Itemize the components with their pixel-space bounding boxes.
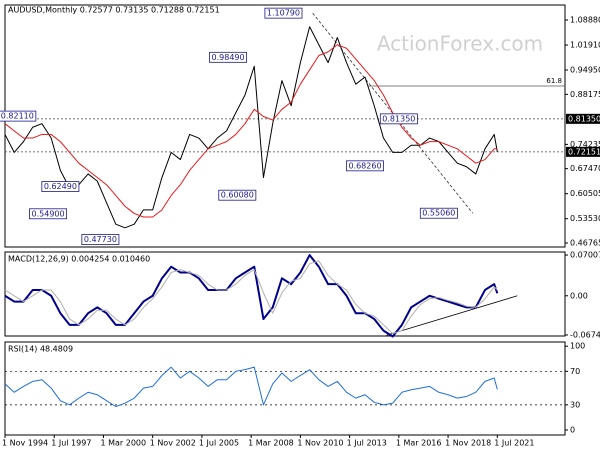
price-label: 0.47730 [84, 235, 117, 244]
trend-line [312, 12, 474, 214]
y-tick-label: 70 [570, 367, 580, 376]
y-tick-label: 0.00 [570, 291, 588, 300]
price-label: 1.10790 [267, 9, 300, 18]
y-tick-label: 0 [570, 425, 575, 434]
price-label-box [41, 181, 80, 192]
price-label-box [346, 160, 384, 172]
x-tick-label: 1 Jul 2021 [494, 439, 534, 448]
y-tick-label: 0.94950 [570, 66, 600, 75]
price-label: 0.54900 [32, 209, 65, 218]
x-tick-label: 1 Nov 2002 [150, 439, 196, 448]
price-label-box [29, 208, 68, 220]
price-label-box [379, 113, 418, 125]
chart-title: AUDUSD,Monthly 0.72577 0.73135 0.71288 0… [8, 6, 220, 15]
price-label-box [218, 189, 257, 201]
y-tick-label: 100 [570, 342, 585, 351]
x-tick-label: 1 Nov 1994 [2, 439, 48, 448]
fib-label: 61.8 [546, 77, 562, 85]
panel-title: MACD(12,26,9) 0.004254 0.010460 [8, 255, 150, 264]
price-box-label: 0.72151 [568, 147, 600, 156]
panel-frame [4, 341, 566, 436]
price-label-box [209, 51, 248, 63]
y-tick-label: 0.88175 [570, 90, 600, 99]
panel-frame [4, 251, 566, 337]
x-tick-label: 1 Jul 2013 [347, 439, 387, 448]
x-tick-label: 1 Mar 2016 [396, 439, 442, 448]
price-label: 0.98490 [212, 53, 245, 62]
price-label-box [419, 207, 458, 219]
watermark: ActionForex.com [377, 32, 543, 56]
price-box-label: 0.81350 [568, 114, 600, 123]
panel-title: RSI(14) 48.4809 [8, 345, 73, 354]
y-tick-label: 1.01910 [570, 41, 600, 50]
price-label: 0.81350 [382, 114, 415, 123]
y-tick-label: 0.53530 [570, 214, 600, 223]
price-label: 0.82110 [1, 112, 34, 121]
price-box [566, 113, 600, 124]
y-tick-label: 0.46765 [570, 238, 600, 247]
price-label-box [0, 110, 37, 122]
price-box [566, 146, 600, 157]
price-label: 0.55060 [422, 209, 455, 218]
series-line [4, 366, 498, 408]
series-line [4, 44, 498, 218]
panel-frame [4, 4, 566, 248]
price-label-box [264, 7, 303, 19]
x-tick-label: 1 Nov 2018 [445, 439, 491, 448]
x-tick-label: 1 Mar 2008 [248, 439, 294, 448]
y-tick-label: -0.067423 [570, 330, 600, 339]
y-tick-label: 30 [570, 400, 580, 409]
price-label-box [81, 234, 120, 245]
y-tick-label: 0.60505 [570, 189, 600, 198]
x-tick-label: 1 Jul 1997 [51, 439, 91, 448]
y-tick-label: 1.08880 [570, 16, 600, 25]
series-line [4, 260, 498, 335]
x-tick-label: 1 Mar 2000 [100, 439, 146, 448]
price-label: 0.60080 [221, 191, 254, 200]
y-tick-label: 0.070071 [570, 251, 600, 260]
trend-line [386, 295, 518, 336]
price-label: 0.62490 [44, 182, 77, 191]
y-tick-label: 0.67470 [570, 164, 600, 173]
x-tick-label: 1 Jul 2005 [199, 439, 239, 448]
y-tick-label: 0.74235 [570, 140, 600, 149]
series-line [4, 254, 499, 338]
price-label: 0.68260 [348, 161, 381, 170]
x-tick-label: 1 Nov 2010 [297, 439, 343, 448]
